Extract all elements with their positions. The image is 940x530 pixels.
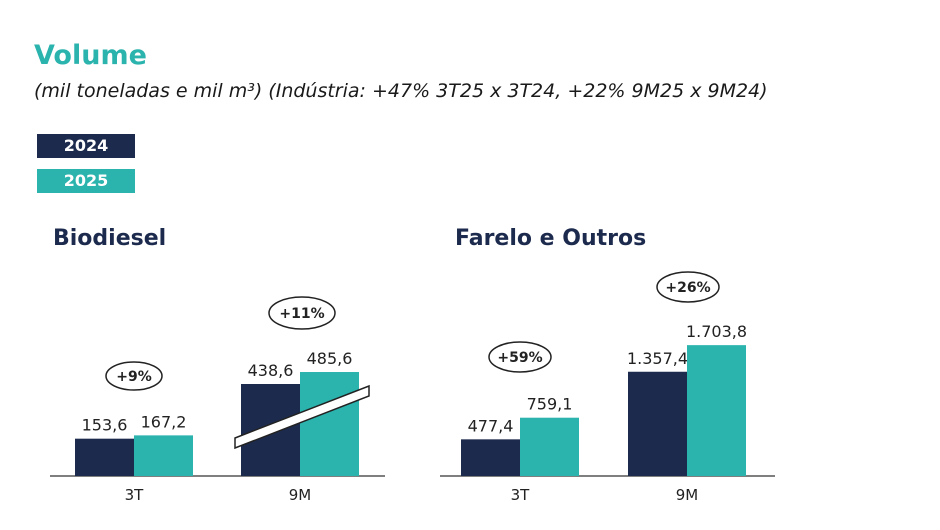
growth-ellipse [488, 341, 552, 373]
bar-2025-3T [520, 417, 579, 476]
x-tick-label: 3T [511, 486, 531, 504]
x-tick-label: 9M [676, 486, 699, 504]
bar-2024-3T [461, 439, 520, 476]
growth-ellipse [105, 361, 163, 391]
data-label: 167,2 [141, 412, 187, 431]
data-label: 1.357,4 [627, 349, 688, 368]
subtitle: (mil toneladas e mil m³) (Indústria: +47… [34, 80, 768, 102]
x-tick-label: 9M [289, 486, 312, 504]
data-label: 1.703,8 [686, 322, 747, 341]
bar-2024-9M [628, 371, 687, 476]
bar-2025-9M [300, 372, 359, 476]
bar-2024-3T [75, 438, 134, 476]
legend-2024: 2024 [37, 134, 135, 158]
data-label: 485,6 [307, 349, 353, 368]
growth-ellipse [268, 296, 336, 330]
growth-ellipse [656, 271, 720, 303]
growth-label: +9% [116, 369, 152, 385]
axis-break-mark [234, 384, 370, 450]
page-title: Volume [34, 40, 147, 71]
chart-title-farelo: Farelo e Outros [455, 226, 647, 251]
bar-2025-3T [134, 435, 193, 476]
data-label: 438,6 [248, 361, 294, 380]
x-tick-label: 3T [125, 486, 145, 504]
bar-2025-9M [687, 345, 746, 476]
growth-label: +59% [497, 350, 542, 366]
growth-label: +26% [665, 280, 710, 296]
data-label: 153,6 [82, 416, 128, 435]
data-label: 759,1 [527, 395, 573, 414]
data-label: 477,4 [468, 416, 514, 435]
chart-title-biodiesel: Biodiesel [53, 226, 167, 251]
growth-label: +11% [279, 306, 324, 322]
legend-2025: 2025 [37, 169, 135, 193]
